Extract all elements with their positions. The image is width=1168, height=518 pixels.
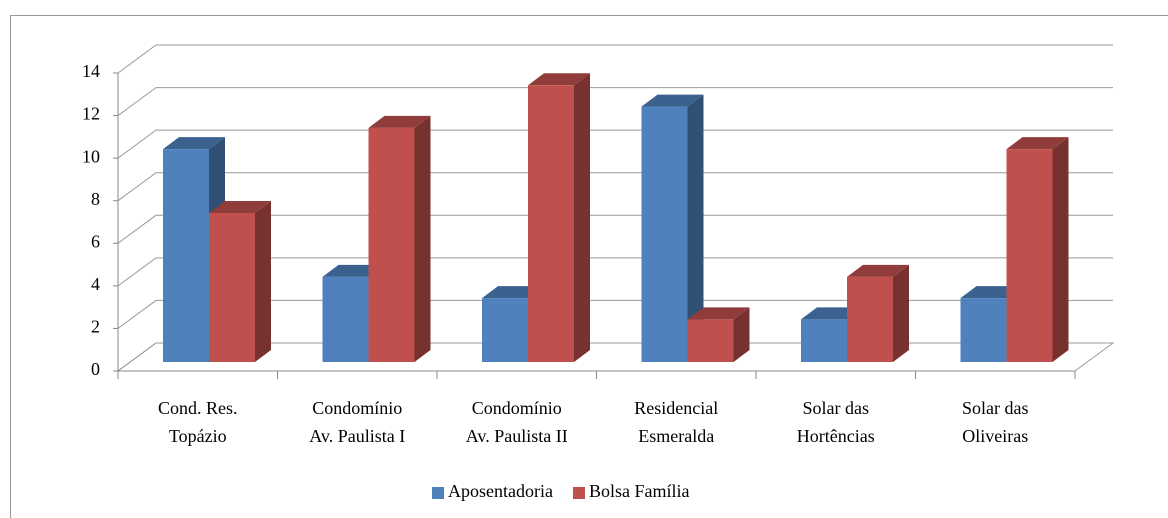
bar-side [255, 201, 271, 362]
grid-line [117, 342, 1113, 372]
bar-top [687, 307, 750, 320]
bar-front [1006, 149, 1053, 362]
bar-side [733, 307, 750, 362]
bar-front [482, 298, 528, 362]
bar-front [801, 319, 847, 362]
bar [641, 94, 704, 363]
grid-line [117, 129, 1113, 159]
bar-side [1052, 137, 1069, 362]
bar-front [687, 319, 734, 362]
y-tick-label: 6 [91, 231, 100, 251]
grid-line [117, 172, 1113, 202]
x-tick-label: Av. Paulista II [466, 426, 568, 446]
bar-front [847, 276, 893, 362]
bar [847, 264, 909, 362]
bar-top [847, 264, 909, 277]
bar [209, 201, 271, 362]
legend-label: Bolsa Família [589, 481, 690, 501]
bar-front [960, 298, 1007, 362]
bar-top [1006, 137, 1069, 150]
grid-line [117, 257, 1113, 287]
grid-line [117, 44, 1113, 74]
x-tick-label: Oliveiras [962, 426, 1028, 446]
x-tick-label: Residencial [634, 398, 718, 418]
bar-top [528, 73, 590, 86]
bar [368, 115, 431, 362]
x-tick-label: Cond. Res. [158, 398, 238, 418]
grid-line [117, 299, 1113, 329]
legend-label: Aposentadoria [448, 481, 553, 501]
x-tick-label: Topázio [169, 426, 227, 446]
grid-line [117, 87, 1113, 116]
y-tick-label: 8 [91, 189, 100, 209]
bar-top [209, 201, 271, 213]
y-tick-label: 4 [91, 274, 100, 294]
bar-front [322, 276, 369, 362]
x-tick-label: Solar das [962, 398, 1029, 418]
x-tick-label: Condomínio [312, 398, 402, 418]
bar [687, 307, 750, 362]
bar-front [209, 213, 255, 362]
bar-side [414, 115, 431, 362]
x-tick-label: Hortências [797, 426, 875, 446]
bar-side [574, 73, 590, 363]
y-tick-label: 2 [91, 317, 100, 337]
y-tick-label: 12 [82, 104, 100, 124]
bar-top [641, 94, 704, 107]
legend-swatch [432, 487, 444, 499]
x-tick-label: Solar das [803, 398, 870, 418]
y-tick-label: 14 [82, 61, 100, 81]
bar-front [641, 106, 688, 362]
bar-side [893, 264, 909, 362]
legend-swatch [572, 487, 585, 499]
bar-top [368, 115, 431, 128]
bar-side [687, 94, 704, 363]
bar-front [163, 149, 209, 362]
bar-front [368, 127, 415, 362]
x-tick-label: Av. Paulista I [309, 426, 405, 446]
grid-line [117, 214, 1113, 244]
bar [528, 73, 590, 363]
y-tick-label: 10 [82, 146, 100, 166]
bar-front [528, 85, 574, 363]
x-tick-label: Condomínio [472, 398, 562, 418]
bar-top [163, 137, 225, 150]
x-tick-label: Esmeralda [638, 426, 714, 446]
bar [1006, 137, 1069, 362]
y-tick-label: 0 [91, 359, 100, 379]
